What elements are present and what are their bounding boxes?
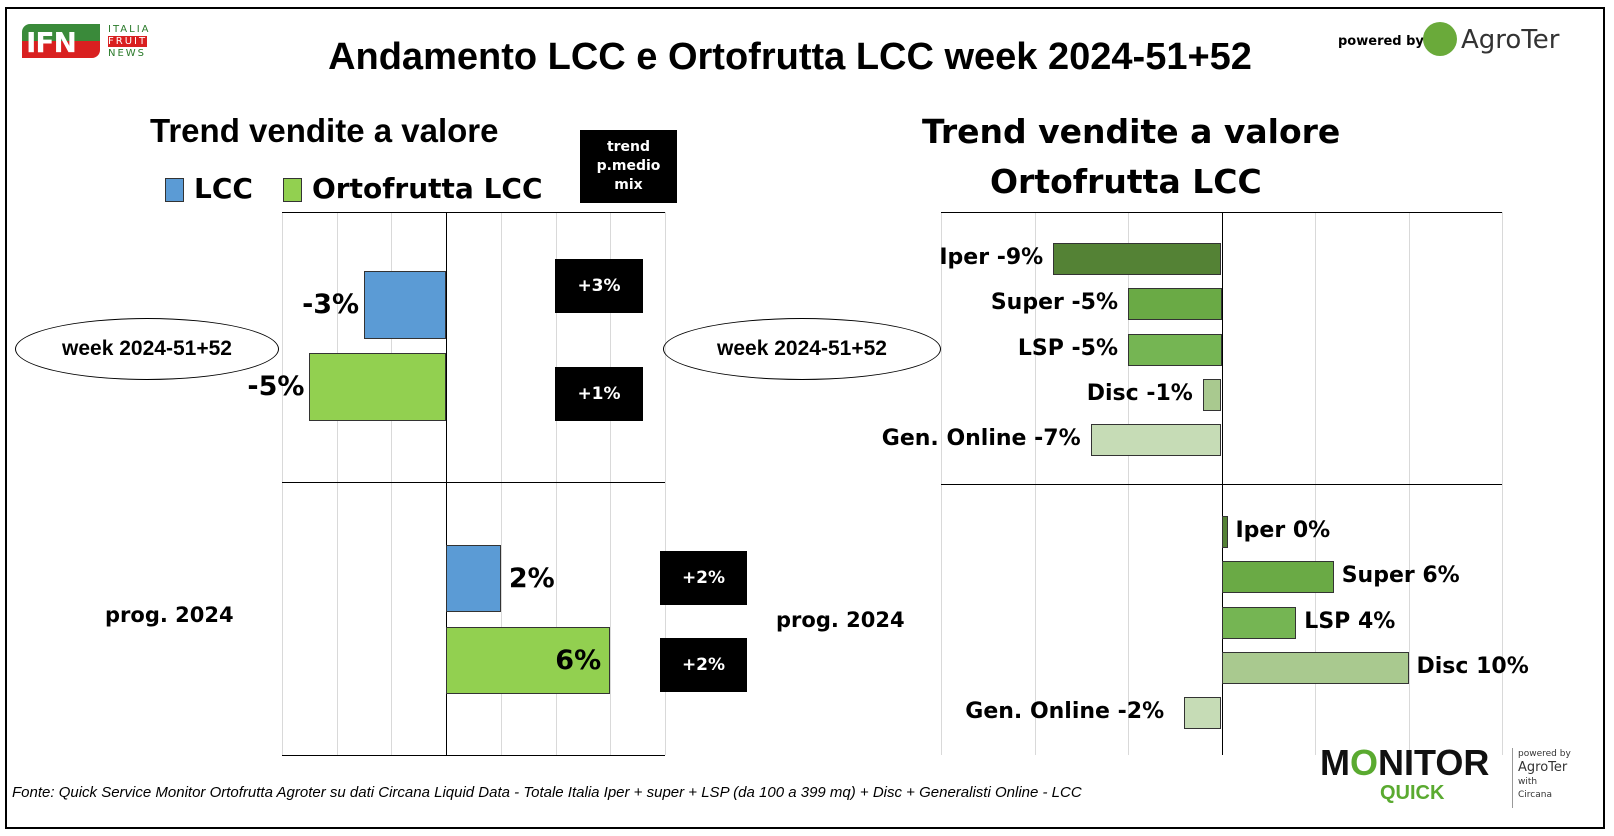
price-mix-lcc-week: +3% bbox=[555, 259, 643, 313]
gridline bbox=[336, 212, 338, 755]
left-plot-area: -3% -5% 2% 6% bbox=[247, 212, 666, 756]
bar-super bbox=[1128, 288, 1222, 321]
bar-lcc bbox=[446, 545, 501, 612]
gridline bbox=[665, 212, 666, 755]
right-category-week-label: week 2024-51+52 bbox=[717, 337, 887, 360]
left-category-week: week 2024-51+52 bbox=[15, 318, 279, 380]
gridline bbox=[610, 212, 612, 755]
bar-lsp bbox=[1128, 333, 1222, 366]
bar-lcc bbox=[364, 271, 447, 339]
left-category-prog: prog. 2024 bbox=[105, 603, 234, 627]
bar-ortofrutta bbox=[446, 627, 611, 694]
bar-lsp bbox=[1221, 606, 1297, 639]
data-label: Super -5% bbox=[990, 290, 1118, 316]
bar-disc bbox=[1221, 651, 1409, 684]
monitor-quick-logo: MONITOR QUICK powered by AgroTer with Circa… bbox=[1320, 740, 1600, 820]
gridline bbox=[1034, 212, 1036, 755]
legend-swatch-ortofrutta bbox=[283, 178, 302, 202]
gridline bbox=[1128, 212, 1129, 755]
bar-ortofrutta bbox=[309, 353, 447, 421]
gridline bbox=[500, 212, 502, 755]
right-category-prog: prog. 2024 bbox=[776, 608, 905, 632]
bar-super bbox=[1221, 561, 1334, 594]
data-label: LSP -5% bbox=[1017, 335, 1118, 361]
price-mix-ortofrutta-week: +1% bbox=[555, 367, 643, 421]
left-category-week-label: week 2024-51+52 bbox=[62, 337, 232, 360]
gridline bbox=[391, 212, 393, 755]
data-label: LSP 4% bbox=[1304, 608, 1396, 634]
price-mix-lcc-prog: +2% bbox=[660, 551, 747, 605]
right-category-week: week 2024-51+52 bbox=[663, 318, 941, 380]
plot-bottom-border bbox=[282, 755, 665, 756]
powered-by-label: powered by bbox=[1338, 34, 1424, 49]
price-mix-ortofrutta-prog: +2% bbox=[660, 638, 747, 692]
data-label: -5% bbox=[247, 371, 305, 402]
data-label: 2% bbox=[508, 562, 555, 594]
data-label: Disc -1% bbox=[1086, 380, 1193, 406]
gridline bbox=[1221, 212, 1223, 755]
legend-label-lcc: LCC bbox=[194, 172, 253, 205]
gridline bbox=[282, 212, 283, 755]
data-label: Super 6% bbox=[1341, 563, 1460, 589]
plot-top-border bbox=[282, 212, 665, 213]
data-label: 6% bbox=[555, 644, 602, 676]
plot-top-border bbox=[941, 212, 1502, 213]
frame bbox=[5, 7, 1605, 829]
data-label: Gen. Online -7% bbox=[881, 426, 1081, 452]
legend-label-ortofrutta: Ortofrutta LCC bbox=[312, 172, 543, 205]
category-divider bbox=[941, 484, 1502, 485]
ifn-logo: IFN ITALIA FRUIT NEWS bbox=[22, 24, 162, 64]
right-chart-subtitle: Ortofrutta LCC bbox=[990, 162, 1262, 201]
bar-gen-online bbox=[1090, 424, 1222, 457]
right-plot-area: Iper -9% Super -5% LSP -5% Disc -1% Gen. Onl… bbox=[882, 212, 1529, 755]
bar-gen-online bbox=[1184, 697, 1222, 730]
source-footnote: Fonte: Quick Service Monitor Ortofrutta … bbox=[12, 784, 1082, 801]
bar-iper bbox=[1053, 243, 1222, 275]
gridline bbox=[446, 212, 448, 755]
gridline bbox=[1408, 212, 1410, 755]
price-mix-header: trend p.medio mix bbox=[580, 130, 677, 203]
page-title: Andamento LCC e Ortofrutta LCC week 2024… bbox=[328, 36, 1252, 78]
data-label: Iper -9% bbox=[939, 245, 1044, 270]
data-label: Iper 0% bbox=[1235, 518, 1331, 543]
agroter-logo: AgroTer bbox=[1423, 22, 1559, 58]
legend-swatch-lcc bbox=[165, 178, 184, 202]
bar-iper bbox=[1221, 516, 1228, 548]
data-label: -3% bbox=[302, 289, 360, 320]
gridline bbox=[1502, 212, 1503, 755]
gridline bbox=[555, 212, 557, 755]
price-mix-header-text: trend p.medio mix bbox=[596, 139, 661, 193]
data-label: Disc 10% bbox=[1416, 653, 1529, 679]
gridline bbox=[1315, 212, 1316, 755]
right-chart-title: Trend vendite a valore bbox=[922, 112, 1341, 151]
gridline bbox=[941, 212, 942, 755]
category-divider bbox=[282, 482, 665, 483]
data-label: Gen. Online -2% bbox=[965, 699, 1165, 725]
bar-disc bbox=[1202, 378, 1222, 411]
left-chart-title: Trend vendite a valore bbox=[150, 112, 499, 149]
